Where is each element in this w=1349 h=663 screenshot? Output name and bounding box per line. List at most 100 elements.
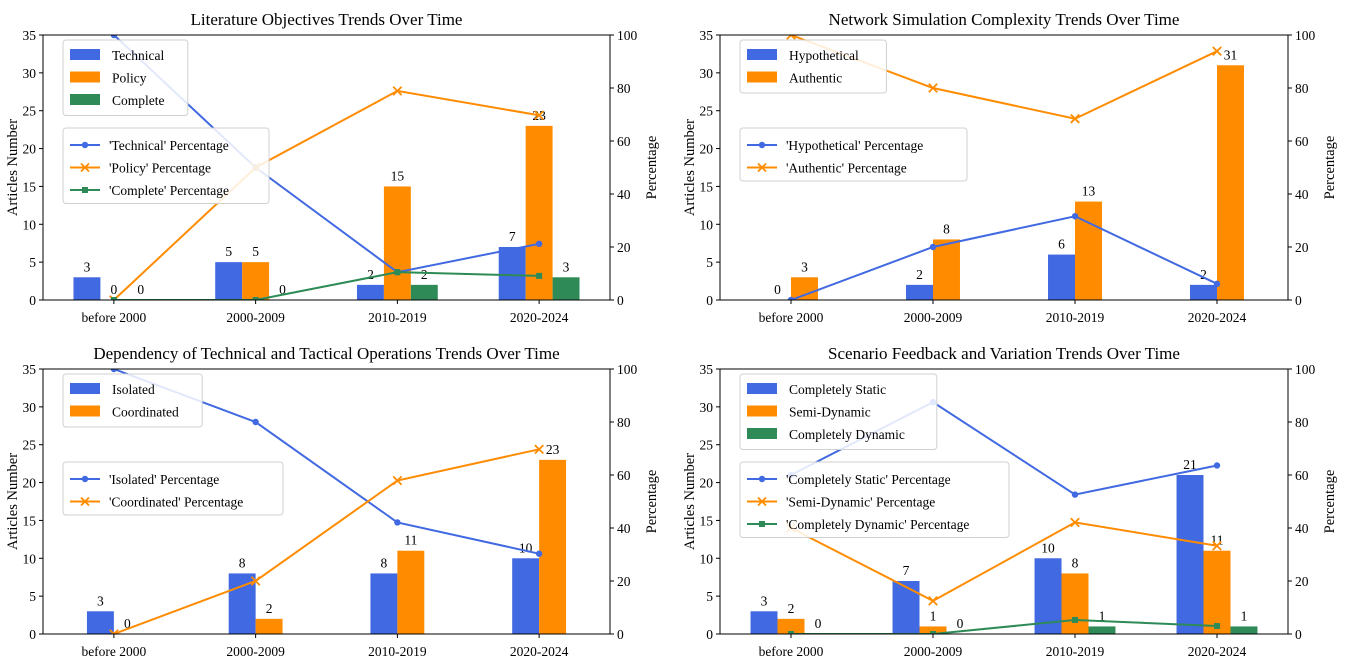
legend-entry-label: Policy bbox=[112, 71, 147, 86]
bar-value-label: 8 bbox=[943, 221, 950, 236]
bar bbox=[1048, 254, 1075, 300]
left-y-axis: 0 5 10 15 20 25 30 35 bbox=[700, 28, 720, 308]
y-tick-label: 30 bbox=[700, 66, 714, 81]
y-tick-label: 5 bbox=[29, 255, 36, 270]
y-tick-label: 10 bbox=[700, 217, 714, 232]
legend-entry-label: 'Semi-Dynamic' Percentage bbox=[786, 495, 935, 510]
y-tick-label: 10 bbox=[700, 551, 714, 566]
left-y-axis: 0 5 10 15 20 25 30 35 bbox=[23, 362, 43, 642]
x-axis: before 2000 2000-2009 2010-2019 2020-2024 bbox=[759, 634, 1247, 659]
legend-frame bbox=[62, 461, 284, 516]
legend-entry-label: Coordinated bbox=[112, 405, 179, 420]
y2-tick-label: 100 bbox=[1295, 28, 1316, 43]
bar bbox=[410, 284, 438, 300]
y-tick-label: 15 bbox=[23, 179, 37, 194]
legend-marker bbox=[81, 141, 89, 149]
x-tick-label: before 2000 bbox=[81, 644, 146, 659]
chart-panel-2: Network Simulation Complexity Trends Ove… bbox=[682, 10, 1338, 325]
bar-legend: Hypothetical Authentic bbox=[739, 39, 887, 94]
bar bbox=[86, 611, 114, 634]
bar-value-label: 0 bbox=[815, 616, 822, 631]
legend-swatch bbox=[747, 428, 777, 439]
percentage-point bbox=[1213, 280, 1221, 288]
bar bbox=[919, 626, 947, 634]
bar-value-label: 2 bbox=[916, 267, 923, 282]
percentage-point bbox=[1214, 623, 1220, 630]
bar-value-label: 23 bbox=[546, 442, 560, 457]
percentage-point bbox=[1212, 46, 1222, 57]
percentage-point bbox=[930, 631, 936, 634]
y2-tick-label: 60 bbox=[1295, 134, 1309, 149]
percentage-point bbox=[534, 110, 544, 121]
legend-swatch bbox=[70, 71, 100, 83]
bar bbox=[242, 262, 270, 300]
percentage-point bbox=[110, 297, 117, 300]
bar bbox=[397, 550, 425, 634]
bar-value-label: 0 bbox=[279, 282, 286, 297]
percentage-point bbox=[786, 35, 796, 40]
x-tick-label: 2000-2009 bbox=[226, 310, 285, 325]
bar-value-label: 21 bbox=[1183, 457, 1197, 472]
bar bbox=[892, 581, 920, 634]
legend-frame bbox=[739, 461, 1010, 538]
percentage-point bbox=[928, 596, 938, 606]
percentage-point bbox=[1070, 113, 1080, 124]
y-tick-label: 30 bbox=[23, 66, 37, 81]
plot-frame bbox=[42, 34, 611, 301]
percentage-point bbox=[1071, 213, 1079, 220]
legend-entry-label: 'Technical' Percentage bbox=[109, 138, 229, 153]
line-legend: 'Isolated' Percentage 'Coordinated' Perce… bbox=[62, 461, 284, 516]
x-tick-label: 2000-2009 bbox=[226, 644, 285, 659]
legend-marker bbox=[758, 141, 766, 149]
y-tick-label: 20 bbox=[23, 476, 37, 491]
y-axis-label: Articles Number bbox=[5, 119, 21, 216]
y2-tick-label: 20 bbox=[1295, 240, 1309, 255]
percentage-line bbox=[113, 448, 540, 634]
bar bbox=[512, 558, 540, 634]
percentage-point bbox=[109, 629, 119, 634]
legend-entry-label: Isolated bbox=[112, 382, 155, 397]
bar-legend: Technical Policy Complete bbox=[62, 39, 189, 116]
legend-swatch bbox=[70, 383, 100, 394]
x-tick-label: 2000-2009 bbox=[904, 310, 963, 325]
bar-value-label: 7 bbox=[509, 229, 516, 244]
y-tick-label: 15 bbox=[700, 513, 714, 528]
percentage-point bbox=[536, 272, 543, 279]
bar-value-label: 3 bbox=[801, 259, 808, 274]
bar-value-label: 13 bbox=[1082, 184, 1096, 199]
legend-entry-label: Completely Dynamic bbox=[789, 427, 905, 442]
bar-value-label: 11 bbox=[1211, 533, 1224, 548]
bar-value-label: 31 bbox=[1224, 47, 1238, 62]
plot-frame bbox=[719, 34, 1289, 301]
bar-series-2: 2 1 8 11 bbox=[777, 533, 1231, 634]
percentage-point bbox=[788, 631, 794, 634]
percentage-point bbox=[535, 550, 543, 557]
legend-swatch bbox=[70, 405, 100, 417]
bar-value-label: 11 bbox=[404, 533, 417, 548]
y-tick-label: 35 bbox=[23, 362, 37, 377]
bar-value-label: 2 bbox=[788, 601, 795, 616]
percentage-line bbox=[113, 89, 540, 300]
y2-tick-label: 60 bbox=[1295, 468, 1309, 483]
bar-value-label: 1 bbox=[930, 608, 937, 623]
bar bbox=[525, 125, 553, 300]
x-tick-label: 2020-2024 bbox=[510, 310, 569, 325]
y-tick-label: 20 bbox=[700, 476, 714, 491]
x-tick-label: 2020-2024 bbox=[1188, 644, 1247, 659]
y-tick-label: 35 bbox=[700, 28, 714, 43]
legend-marker bbox=[80, 496, 90, 507]
percentage-point bbox=[394, 519, 401, 526]
right-y-axis: 0 20 40 60 80 100 bbox=[1288, 28, 1316, 308]
y-tick-label: 30 bbox=[23, 400, 37, 415]
bar bbox=[1176, 475, 1204, 634]
bar-series-1: 3 5 2 7 bbox=[73, 229, 526, 300]
percentage-point bbox=[110, 369, 118, 373]
bar-series-1: 3 8 8 10 bbox=[86, 540, 540, 634]
y-tick-label: 0 bbox=[29, 627, 36, 642]
bar bbox=[552, 277, 580, 300]
legend-frame bbox=[62, 127, 270, 204]
legend-marker bbox=[759, 521, 765, 527]
line-legend: 'Completely Static' Percentage 'Semi-Dyna… bbox=[739, 461, 1010, 538]
percentage-point bbox=[787, 296, 795, 300]
plot-frame bbox=[42, 368, 611, 635]
